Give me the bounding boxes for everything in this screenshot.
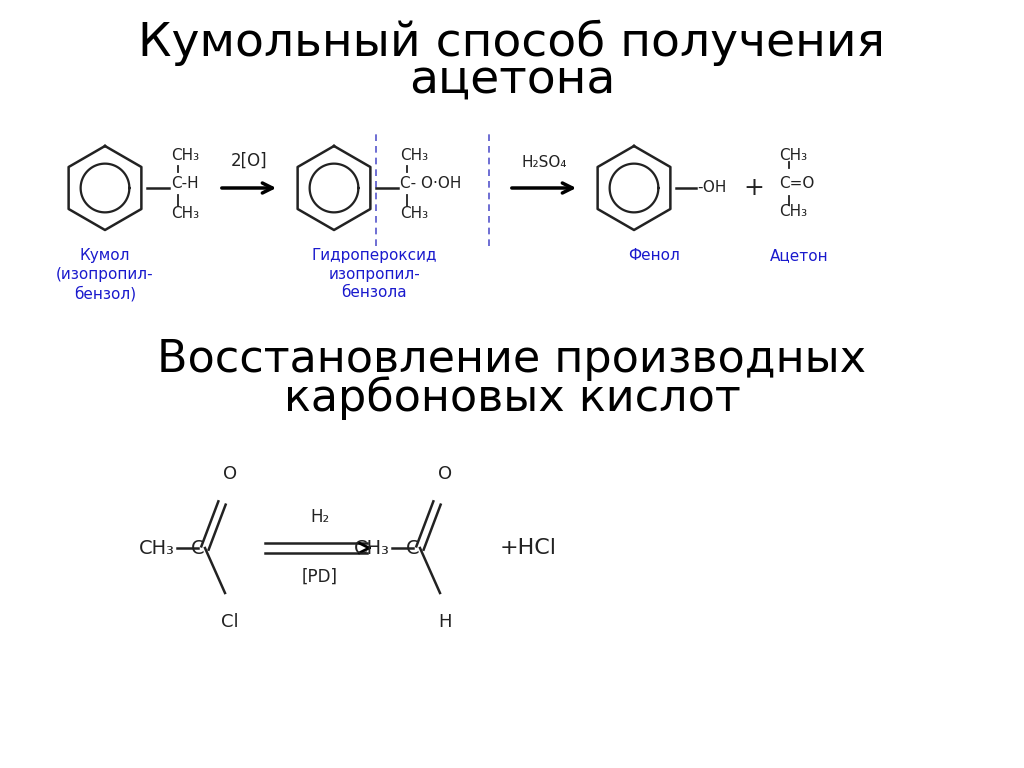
Text: CH₃: CH₃ (400, 207, 428, 221)
Text: CH₃: CH₃ (171, 207, 199, 221)
Text: CH₃: CH₃ (779, 148, 807, 164)
Text: 2[O]: 2[O] (230, 152, 267, 170)
Text: Фенол: Фенол (628, 248, 680, 263)
Text: CH₃: CH₃ (400, 148, 428, 164)
Text: Гидропероксид
изопропил-
бензола: Гидропероксид изопропил- бензола (311, 248, 437, 300)
Text: CH₃: CH₃ (779, 204, 807, 220)
Text: C: C (191, 538, 205, 558)
Text: CH₃: CH₃ (139, 538, 175, 558)
Text: -OH: -OH (697, 180, 726, 196)
Text: Восстановление производных: Восстановление производных (158, 338, 866, 381)
Text: H₂: H₂ (310, 508, 330, 526)
Text: +: + (743, 176, 765, 200)
Text: CH₃: CH₃ (354, 538, 390, 558)
Text: +HCl: +HCl (500, 538, 557, 558)
Text: C=O: C=O (779, 177, 814, 191)
Text: H: H (438, 613, 452, 631)
Text: CH₃: CH₃ (171, 148, 199, 164)
Text: O: O (438, 465, 452, 483)
Text: Cl: Cl (221, 613, 239, 631)
Text: H₂SO₄: H₂SO₄ (521, 155, 566, 170)
Text: C: C (407, 538, 420, 558)
Text: Кумольный способ получения: Кумольный способ получения (138, 20, 886, 67)
Text: Ацетон: Ацетон (770, 248, 828, 263)
Text: ацетона: ацетона (409, 58, 615, 103)
Text: Кумол
(изопропил-
бензол): Кумол (изопропил- бензол) (56, 248, 154, 301)
Text: C- O·OH: C- O·OH (400, 177, 462, 191)
Text: C-H: C-H (171, 177, 199, 191)
Text: карбоновых кислот: карбоновых кислот (284, 376, 740, 420)
Text: [PD]: [PD] (302, 568, 338, 586)
Text: O: O (223, 465, 238, 483)
